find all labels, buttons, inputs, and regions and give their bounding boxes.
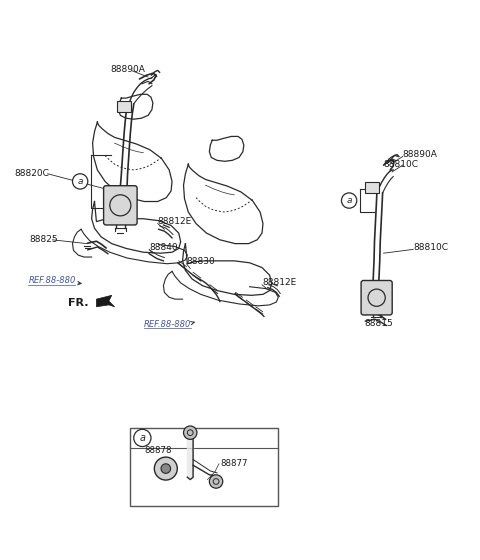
Text: a: a: [77, 177, 83, 186]
Text: 88810C: 88810C: [413, 243, 448, 252]
Text: 88815: 88815: [364, 319, 393, 328]
Text: 88878: 88878: [144, 446, 172, 455]
Text: 88825: 88825: [29, 235, 58, 244]
Text: 88810C: 88810C: [384, 160, 419, 169]
Text: 88820C: 88820C: [14, 169, 49, 178]
Circle shape: [183, 426, 197, 440]
Text: 88877: 88877: [221, 459, 248, 468]
Bar: [130, 428, 278, 506]
FancyBboxPatch shape: [104, 186, 137, 225]
Circle shape: [155, 457, 177, 480]
Text: 88890A: 88890A: [111, 65, 145, 74]
Circle shape: [134, 430, 151, 446]
Circle shape: [72, 174, 88, 189]
Circle shape: [341, 193, 357, 208]
Text: 88840: 88840: [149, 243, 178, 252]
Text: 88812E: 88812E: [262, 278, 296, 287]
Bar: [365, 183, 379, 193]
Text: 88812E: 88812E: [157, 217, 192, 226]
Text: REF.88-880: REF.88-880: [144, 320, 192, 329]
Text: a: a: [139, 433, 145, 443]
Text: 88830: 88830: [186, 257, 215, 267]
Text: 88890A: 88890A: [403, 150, 438, 159]
Circle shape: [161, 464, 170, 473]
Bar: [118, 101, 131, 111]
Polygon shape: [96, 295, 115, 307]
Text: FR.: FR.: [68, 298, 88, 308]
Text: a: a: [347, 196, 352, 205]
FancyBboxPatch shape: [361, 281, 392, 315]
Circle shape: [209, 475, 223, 488]
Text: REF.88-880: REF.88-880: [28, 277, 76, 286]
